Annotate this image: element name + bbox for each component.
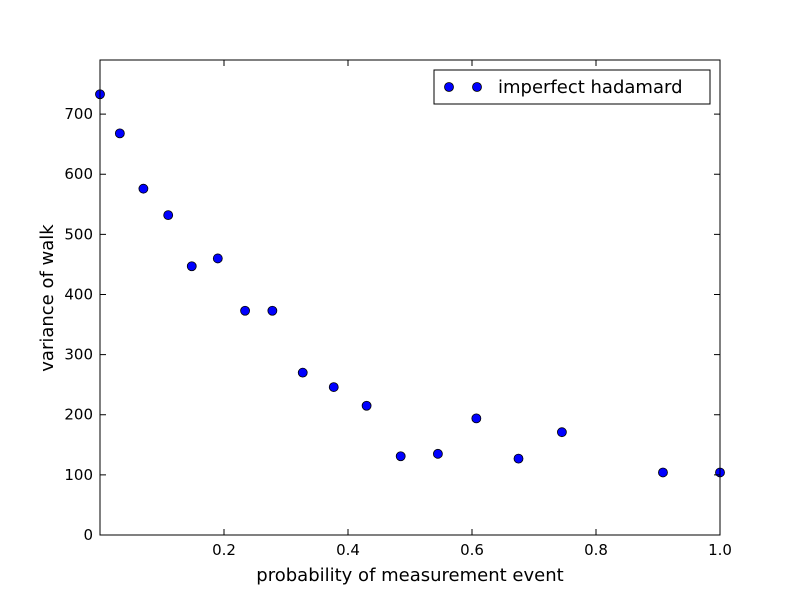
y-tick-label: 400 <box>64 285 93 303</box>
legend-label: imperfect hadamard <box>498 77 683 98</box>
legend-marker <box>472 82 482 92</box>
y-tick-label: 300 <box>64 346 93 364</box>
data-point <box>432 448 443 459</box>
x-tick-label: 0.2 <box>212 541 236 559</box>
data-point <box>557 427 567 438</box>
data-point <box>658 467 668 478</box>
data-point <box>513 453 524 464</box>
data-point <box>471 413 482 424</box>
y-axis-label: variance of walk <box>37 224 58 372</box>
data-point <box>114 128 125 139</box>
x-tick-label: 0.4 <box>336 541 360 559</box>
y-tick-label: 200 <box>64 406 93 424</box>
legend-marker <box>444 82 454 92</box>
legend: imperfect hadamard <box>433 69 711 105</box>
x-tick-label: 0.6 <box>460 541 484 559</box>
data-point <box>240 305 250 316</box>
x-tick-label: 1.0 <box>708 541 732 559</box>
data-point <box>328 382 339 392</box>
axis-ticks-layer: 0.2 0.4 0.6 0.8 1.0 0 100 200 300 400 500 600 700 <box>64 60 732 559</box>
data-point <box>163 210 174 221</box>
y-tick-label: 0 <box>83 526 93 544</box>
data-points-layer <box>95 89 725 478</box>
data-point <box>212 253 223 264</box>
y-tick-label: 100 <box>64 466 93 484</box>
x-tick-label: 0.8 <box>584 541 608 559</box>
data-point <box>361 400 372 411</box>
data-point <box>395 451 406 462</box>
data-point <box>267 305 278 316</box>
plot-frame <box>99 59 721 536</box>
y-tick-label: 600 <box>64 165 93 183</box>
y-tick-label: 700 <box>64 105 93 123</box>
data-point <box>186 261 197 272</box>
y-tick-label: 500 <box>64 225 93 243</box>
data-point <box>138 183 149 194</box>
x-axis-label: probability of measurement event <box>256 565 563 586</box>
data-point <box>297 367 308 378</box>
